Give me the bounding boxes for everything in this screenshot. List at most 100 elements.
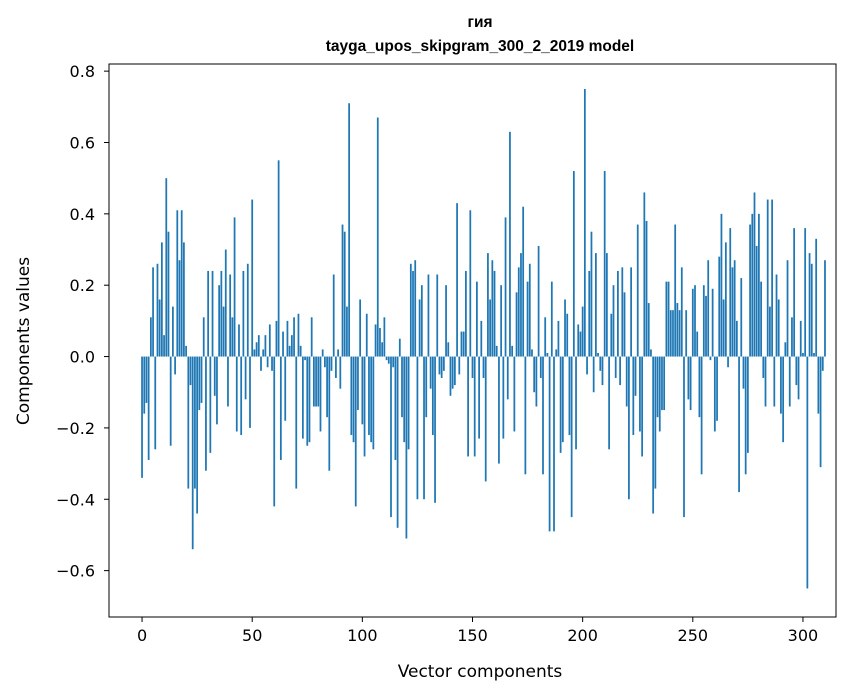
bar-237 — [663, 356, 666, 411]
bar-73 — [301, 356, 304, 439]
bar-107 — [376, 117, 379, 357]
bar-72 — [299, 345, 302, 357]
bar-111 — [385, 356, 388, 361]
bar-196 — [572, 171, 575, 357]
bar-90 — [339, 356, 342, 389]
bar-40 — [229, 274, 232, 357]
x-tick-label: 150 — [457, 626, 488, 645]
bar-176 — [528, 263, 531, 357]
bar-310 — [824, 260, 826, 357]
bar-66 — [286, 320, 289, 357]
bar-224 — [634, 356, 637, 396]
bar-120 — [405, 356, 408, 539]
bar-243 — [676, 303, 679, 357]
bar-69 — [293, 317, 295, 357]
bar-250 — [691, 288, 694, 357]
bar-16 — [176, 210, 179, 357]
bar-3 — [147, 356, 150, 461]
bar-104 — [370, 356, 373, 443]
bar-252 — [696, 331, 699, 357]
bar-279 — [755, 245, 758, 357]
bar-127 — [420, 285, 423, 357]
bar-123 — [412, 270, 414, 357]
bar-47 — [244, 356, 247, 400]
bar-55 — [262, 349, 265, 357]
bar-75 — [306, 356, 309, 446]
bar-44 — [238, 324, 240, 357]
bar-278 — [753, 192, 756, 357]
bar-281 — [760, 281, 762, 357]
bar-188 — [555, 349, 558, 357]
bar-238 — [665, 281, 668, 357]
bar-232 — [652, 356, 655, 514]
bar-126 — [418, 299, 421, 357]
bar-24 — [194, 356, 196, 489]
bar-260 — [713, 356, 716, 432]
bar-296 — [793, 228, 796, 357]
bar-48 — [246, 263, 249, 357]
bar-68 — [290, 335, 293, 357]
bar-207 — [597, 352, 599, 357]
bar-58 — [268, 324, 271, 357]
bar-258 — [709, 356, 712, 361]
bar-210 — [603, 171, 606, 357]
bar-89 — [337, 349, 339, 357]
bar-1 — [143, 356, 146, 414]
bar-33 — [213, 356, 216, 396]
bar-309 — [821, 356, 824, 371]
bar-306 — [815, 238, 818, 357]
bar-144 — [458, 356, 461, 375]
bar-282 — [762, 356, 765, 378]
x-tick-label: 300 — [788, 626, 819, 645]
bar-248 — [687, 356, 690, 400]
bar-167 — [509, 131, 511, 357]
bar-34 — [216, 356, 218, 425]
y-tick-label: 0.2 — [70, 276, 95, 295]
bar-64 — [282, 331, 284, 357]
bar-168 — [511, 345, 514, 357]
bar-234 — [656, 356, 659, 418]
bar-78 — [313, 356, 315, 407]
y-tick-label: −0.4 — [56, 490, 95, 509]
bar-264 — [722, 299, 725, 357]
bar-293 — [786, 260, 789, 357]
bar-231 — [650, 349, 652, 357]
bar-161 — [495, 345, 498, 357]
bar-197 — [575, 356, 577, 450]
bar-71 — [297, 313, 300, 357]
bar-88 — [335, 356, 337, 378]
bar-198 — [577, 324, 580, 357]
bar-77 — [310, 317, 313, 357]
bar-185 — [548, 356, 551, 532]
bar-302 — [806, 356, 809, 589]
bar-215 — [614, 356, 617, 378]
bar-295 — [791, 317, 793, 357]
x-axis: 0 50 100 150 200 250 300 — [137, 617, 818, 645]
bar-249 — [689, 356, 692, 411]
bar-2 — [145, 356, 148, 403]
bar-15 — [174, 356, 176, 375]
bar-300 — [802, 352, 804, 357]
bar-274 — [744, 356, 747, 475]
bar-102 — [365, 313, 368, 357]
bar-38 — [224, 249, 227, 357]
bar-65 — [284, 356, 287, 421]
bar-173 — [522, 206, 525, 357]
bar-61 — [275, 320, 278, 357]
bar-256 — [705, 295, 707, 357]
bar-37 — [222, 306, 225, 357]
bar-76 — [308, 356, 311, 443]
bar-240 — [669, 310, 672, 357]
bar-271 — [738, 356, 740, 493]
bar-266 — [727, 356, 729, 368]
bar-172 — [520, 253, 522, 357]
bar-299 — [799, 320, 802, 357]
bar-121 — [407, 356, 410, 450]
bar-108 — [379, 328, 381, 357]
bar-28 — [202, 317, 205, 357]
bar-276 — [749, 224, 751, 357]
bar-103 — [368, 356, 370, 436]
bar-179 — [535, 356, 538, 407]
bar-290 — [780, 356, 782, 414]
bar-152 — [476, 281, 478, 357]
